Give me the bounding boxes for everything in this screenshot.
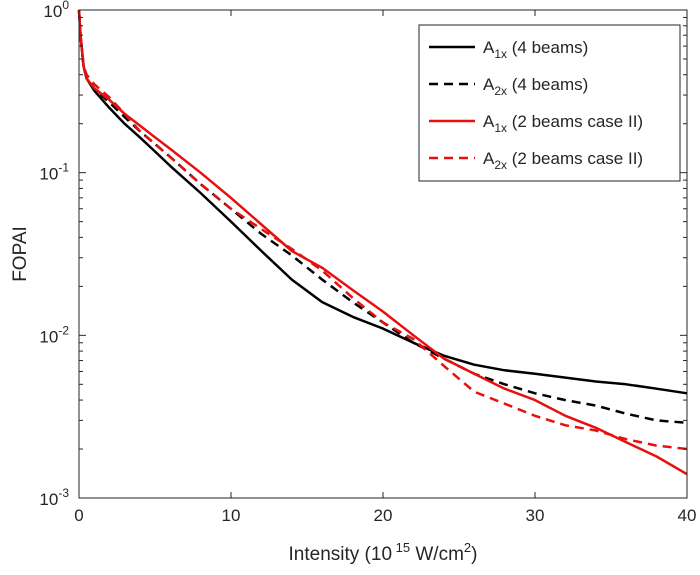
axes-layer: 0 10 20 30 40 10-3 10-2 10-1 100 [39,0,696,525]
x-tick-label: 20 [374,506,393,525]
x-tick-label: 0 [74,506,83,525]
series-layer [77,9,688,476]
y-tick-label: 10-3 [39,486,69,509]
x-axis-label: Intensity (10 15 W/cm2) [289,540,478,565]
x-axis-label-main: Intensity (10 [289,544,393,565]
x-axis-label-unit-exp: 2 [464,540,471,555]
legend-entry-2: A2x (4 beams) [483,75,588,98]
x-tick-label: 40 [678,506,697,525]
series-line-3 [77,9,688,476]
y-tick-label: 100 [43,0,69,21]
y-tick-label: 10-2 [39,323,69,346]
legend: A1x (4 beams) A2x (4 beams) A1x (2 beams c… [418,24,681,182]
y-tick-label: 10-1 [39,161,69,184]
x-axis-label-exp: 15 [392,540,410,555]
series-line-4 [77,9,688,451]
x-axis-label-close: ) [471,544,477,565]
legend-entry-3: A1x (2 beams case II) [483,112,643,135]
x-axis-label-unit: W/cm [410,544,464,565]
legend-entry-1: A1x (4 beams) [483,38,588,61]
legend-box [418,24,681,182]
y-axis-label: FOPAI [10,226,31,282]
series-line-1 [77,9,688,395]
legend-entry-4: A2x (2 beams case II) [483,149,643,172]
x-tick-label: 10 [222,506,241,525]
x-tick-label: 30 [526,506,545,525]
